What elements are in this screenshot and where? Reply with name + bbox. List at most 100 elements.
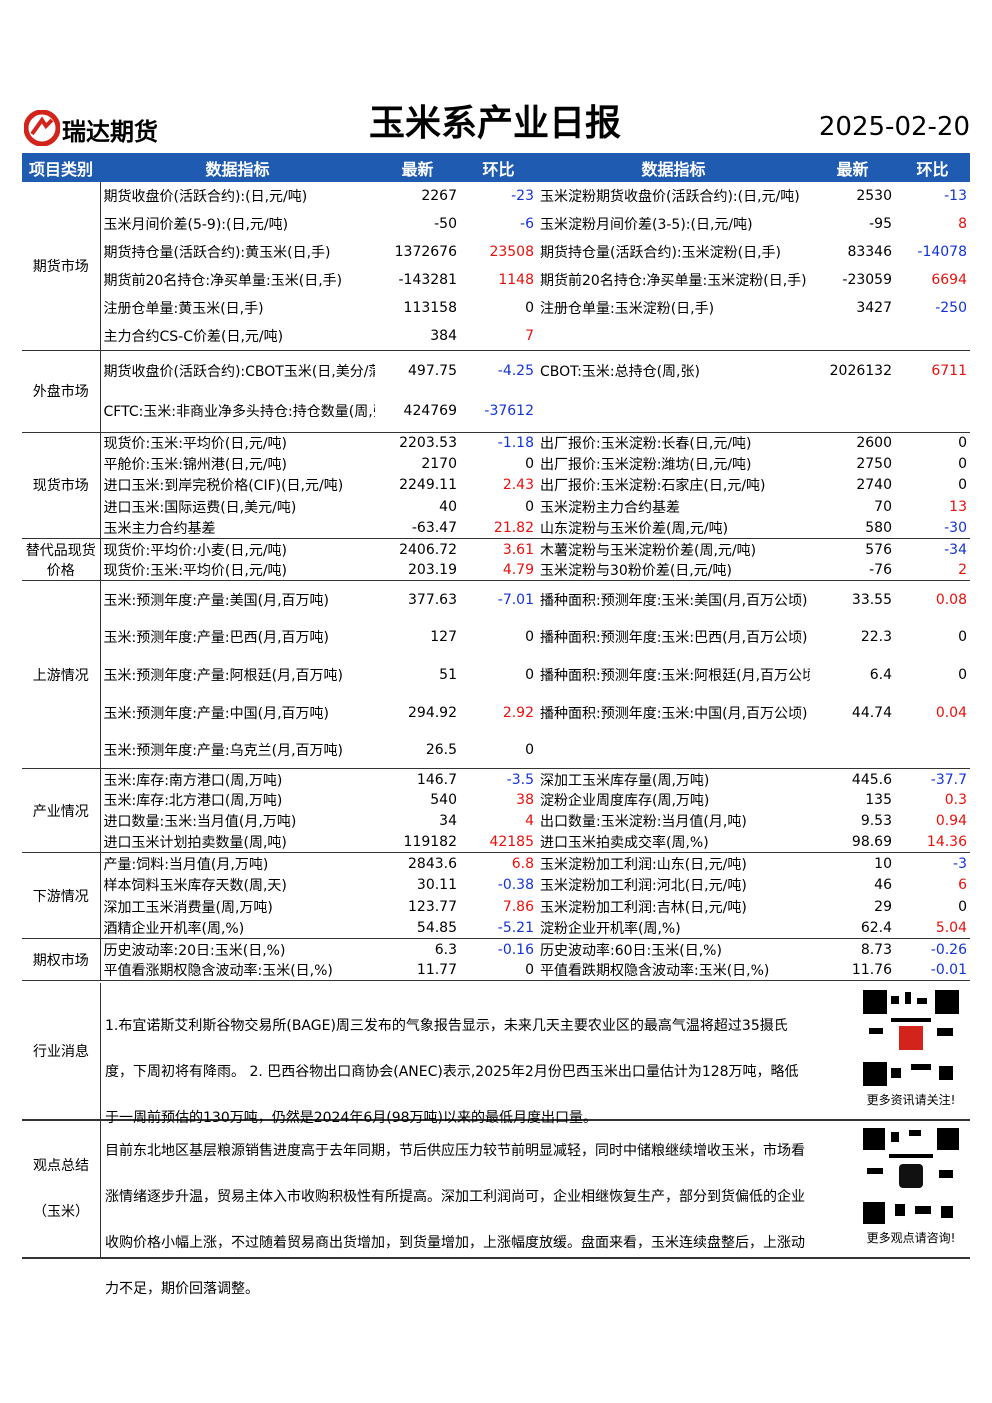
change-value: 0: [958, 898, 967, 915]
news-text: 1.布宜诺斯艾利斯谷物交易所(BAGE)周三发布的气象报告显示，未来几天主要农业…: [105, 1018, 799, 1126]
latest-value: 2750: [856, 456, 892, 473]
indicator-name: 玉米淀粉加工利润:山东(日,元/吨): [540, 856, 747, 873]
table-row: 进口玉米计划拍卖数量(周,吨) 119182 42185 进口玉米拍卖成交率(周,%)…: [22, 831, 970, 854]
qr-caption: 更多资讯请关注!: [866, 1093, 956, 1107]
latest-value: 70: [874, 498, 892, 515]
change-value: 0: [958, 666, 967, 683]
table-row: 产业情况 玉米:库存:南方港口(周,万吨) 146.7 -3.5 深加工玉米库存量(周,…: [22, 768, 970, 854]
change-value: 6694: [931, 272, 967, 288]
change-value: -4.25: [497, 362, 534, 379]
column-header: 最新: [810, 153, 895, 182]
category-cell: 期货市场: [22, 182, 101, 351]
indicator-name: 进口玉米:到岸完税价格(CIF)(日,元/吨): [103, 478, 344, 495]
indicator-name: 播种面积:预测年度:玉米:阿根廷(月,百万公顷): [540, 667, 810, 684]
latest-value: 10: [874, 855, 892, 872]
indicator-name: 玉米淀粉加工利润:河北(日,元/吨): [540, 878, 747, 895]
change-value: 2: [895, 559, 970, 582]
table-row: 进口玉米:到岸完税价格(CIF)(日,元/吨) 2249.11 2.43 出厂报价:玉…: [22, 475, 970, 496]
table-row: 期货持仓量(活跃合约):黄玉米(日,手) 1372676 23508 期货持仓量(活跃…: [22, 238, 970, 266]
change-value: 4: [525, 813, 534, 830]
change-value: -0.01: [895, 959, 970, 982]
empty-cell: [537, 391, 970, 433]
latest-value: 2740: [856, 477, 892, 494]
latest-value: 51: [439, 666, 457, 683]
change-value: -1.18: [497, 434, 534, 451]
change-value: 6: [958, 877, 967, 894]
change-value: -23: [511, 188, 534, 204]
change-value: 23508: [489, 244, 534, 260]
indicator-name: 期货收盘价(活跃合约):CBOT玉米(日,美分/蒲式耳): [103, 363, 376, 380]
data-table: 项目类别 数据指标 最新 环比 数据指标 最新 环比 期货市场 期货收盘价(活跃合约):(日,元…: [22, 153, 970, 982]
change-value: 0.3: [944, 792, 967, 809]
change-value: 0: [958, 434, 967, 451]
latest-value: 2843.6: [408, 855, 457, 872]
indicator-name: 期货持仓量(活跃合约):玉米淀粉(日,手): [540, 245, 782, 261]
change-value: -30: [895, 517, 970, 540]
indicator-name: 播种面积:预测年度:玉米:巴西(月,百万公顷): [540, 630, 808, 647]
latest-value: 113158: [403, 300, 457, 316]
change-value: 2.92: [502, 704, 534, 721]
latest-value: 2249.11: [399, 477, 457, 494]
indicator-name: 出厂报价:玉米淀粉:石家庄(日,元/吨): [540, 478, 766, 495]
latest-value: 83346: [847, 244, 892, 260]
indicator-name: 平值看跌期权隐含波动率:玉米(日,%): [537, 959, 810, 982]
latest-value: 62.4: [810, 917, 895, 940]
indicator-name: 玉米淀粉加工利润:吉林(日,元/吨): [540, 899, 747, 916]
latest-value: 8.73: [860, 941, 892, 958]
latest-value: -143281: [398, 272, 458, 288]
indicator-name: 玉米月间价差(5-9):(日,元/吨): [103, 217, 289, 233]
indicator-name: 样本饲料玉米库存天数(周,天): [103, 878, 287, 895]
indicator-name: CFTC:玉米:非商业净多头持仓:持仓数量(周,张): [100, 391, 375, 433]
change-value: -34: [944, 541, 967, 558]
indicator-name: 玉米:预测年度:产量:美国(月,百万吨): [103, 593, 330, 609]
change-value: 0.08: [935, 592, 967, 608]
latest-value: 33.55: [851, 592, 892, 608]
news-block: 行业消息 1.布宜诺斯艾利斯谷物交易所(BAGE)周三发布的气象报告显示，未来几…: [22, 983, 970, 1126]
change-value: 8: [958, 216, 967, 232]
indicator-name: 现货价:玉米:平均价(日,元/吨): [103, 435, 288, 452]
indicator-name: 玉米淀粉月间价差(3-5):(日,元/吨): [540, 217, 753, 233]
news-category: 行业消息: [22, 983, 101, 1119]
change-value: 2.43: [502, 477, 534, 494]
table-row: 深加工玉米消费量(周,万吨) 123.77 7.86 玉米淀粉加工利润:吉林(日,元/…: [22, 896, 970, 918]
indicator-name: 进口玉米拍卖成交率(周,%): [537, 831, 810, 854]
change-value: 0.04: [935, 704, 967, 721]
change-value: 0: [525, 666, 534, 683]
indicator-name: 播种面积:预测年度:玉米:美国(月,百万公顷): [540, 593, 808, 609]
latest-value: -50: [434, 216, 457, 232]
news-qr: 更多资讯请关注!: [858, 988, 964, 1108]
category-cell: 期权市场: [22, 938, 101, 982]
change-value: 6.8: [511, 855, 534, 872]
table-row: 替代品现货价格 现货价:平均价:小麦(日,元/吨) 2406.72 3.61 木薯淀粉与…: [22, 538, 970, 582]
change-value: -5.21: [460, 917, 537, 940]
latest-value: 580: [810, 517, 895, 540]
category-cell: 上游情况: [22, 580, 101, 770]
latest-value: 445.6: [851, 771, 892, 788]
indicator-name: 淀粉企业开机率(周,%): [537, 917, 810, 940]
indicator-name: 平舱价:玉米:锦州港(日,元/吨): [103, 457, 288, 474]
latest-value: 119182: [375, 831, 460, 854]
indicator-name: 出厂报价:玉米淀粉:长春(日,元/吨): [540, 435, 752, 452]
indicator-name: 玉米:预测年度:产量:巴西(月,百万吨): [103, 630, 330, 647]
summary-qr: 更多观点请咨询!: [858, 1126, 964, 1246]
indicator-name: 历史波动率:60日:玉米(日,%): [540, 942, 722, 959]
indicator-name: 玉米淀粉与30粉价差(日,元/吨): [537, 559, 810, 582]
column-header: 项目类别: [22, 153, 100, 182]
change-value: 0: [525, 456, 534, 473]
table-row: 进口数量:玉米:当月值(月,万吨) 34 4 出口数量:玉米淀粉:当月值(月,吨) 9.…: [22, 811, 970, 832]
latest-value: 2530: [856, 188, 892, 204]
change-value: 0: [958, 477, 967, 494]
indicator-name: 玉米:预测年度:产量:阿根廷(月,百万吨): [103, 667, 344, 684]
empty-cell: [537, 731, 970, 770]
latest-value: 30.11: [416, 877, 457, 894]
change-value: -37612: [460, 391, 537, 433]
category-cell: 替代品现货价格: [22, 538, 101, 582]
table-row: 期权市场 历史波动率:20日:玉米(日,%) 6.3 -0.16 历史波动率:60日:玉…: [22, 938, 970, 982]
indicator-name: 出口数量:玉米淀粉:当月值(月,吨): [540, 814, 747, 831]
change-value: 0.94: [935, 813, 967, 830]
table-row: CFTC:玉米:非商业净多头持仓:持仓数量(周,张) 424769 -37612: [22, 391, 970, 433]
change-value: -7.01: [497, 592, 534, 608]
indicator-name: 注册仓单量:玉米淀粉(日,手): [540, 301, 715, 317]
table-row: 玉米:预测年度:产量:乌克兰(月,百万吨) 26.5 0: [22, 731, 970, 770]
